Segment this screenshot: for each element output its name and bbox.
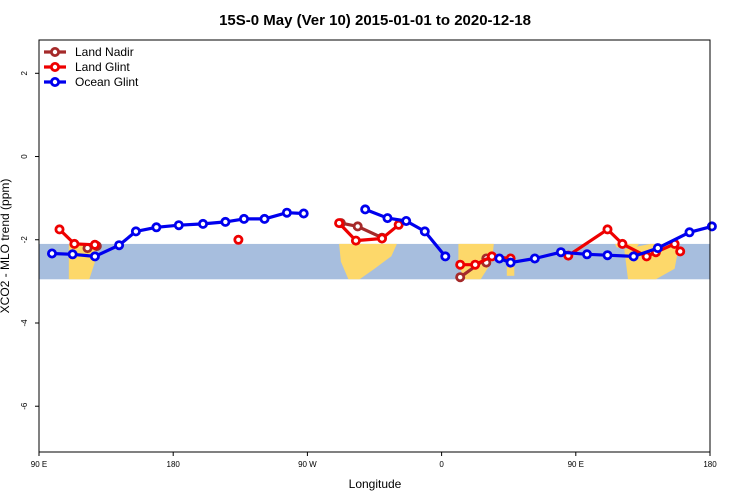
y-axis-label: XCO2 - MLO trend (ppm): [0, 179, 12, 314]
data-point: [334, 218, 345, 229]
data-point: [281, 207, 292, 218]
legend-swatch-marker: [50, 77, 61, 88]
legend-label: Land Glint: [75, 60, 130, 74]
data-point: [54, 224, 65, 235]
data-point: [220, 216, 231, 227]
data-point: [360, 204, 371, 215]
data-point: [47, 248, 58, 259]
data-point: [617, 238, 628, 249]
data-point: [684, 227, 695, 238]
data-point: [652, 243, 663, 254]
legend-swatch-marker: [50, 47, 61, 58]
data-point: [582, 249, 593, 260]
data-point: [628, 251, 639, 262]
legend-item: Land Glint: [44, 60, 130, 74]
x-tick-label: 180: [703, 460, 717, 469]
data-point: [505, 257, 516, 268]
legend-swatch-marker: [50, 62, 61, 73]
data-point: [382, 213, 393, 224]
data-point: [89, 239, 100, 250]
y-tick-label: -4: [20, 319, 29, 327]
legend-label: Land Nadir: [75, 45, 134, 59]
data-point: [675, 246, 686, 257]
data-point: [89, 251, 100, 262]
data-point: [602, 250, 613, 261]
data-point: [602, 224, 613, 235]
x-axis-label: Longitude: [349, 477, 402, 491]
series-layer: [47, 204, 717, 283]
data-point: [352, 221, 363, 232]
data-point: [706, 221, 717, 232]
data-point: [151, 222, 162, 233]
series-ocean-glint: [47, 204, 717, 268]
data-point: [238, 213, 249, 224]
data-point: [376, 233, 387, 244]
chart-title: 15S-0 May (Ver 10) 2015-01-01 to 2020-12…: [219, 12, 531, 29]
data-point: [114, 240, 125, 251]
land-south-america: [339, 243, 397, 280]
data-point: [130, 226, 141, 237]
y-tick-label: -2: [20, 236, 29, 244]
series-line: [337, 221, 400, 243]
data-point: [419, 226, 430, 237]
data-point: [197, 218, 208, 229]
data-point: [233, 234, 244, 245]
data-point: [69, 238, 80, 249]
data-point: [259, 213, 270, 224]
y-tick-label: 0: [20, 154, 29, 159]
band-layer: [39, 243, 710, 280]
data-point: [455, 259, 466, 270]
x-axis: 90 E 180 90 W 0 90 E 180: [31, 452, 717, 469]
data-point: [455, 272, 466, 283]
x-tick-label: 90 W: [298, 460, 317, 469]
x-tick-label: 180: [167, 460, 181, 469]
series-land-glint: [54, 218, 686, 270]
data-point: [173, 220, 184, 231]
data-point: [494, 253, 505, 264]
data-point: [393, 219, 404, 230]
x-tick-label: 90 E: [31, 460, 47, 469]
y-axis: 2 0 -2 -4 -6: [20, 71, 39, 410]
plot-frame: [38, 39, 711, 453]
legend-item: Land Nadir: [44, 45, 134, 59]
y-tick-label: 2: [20, 71, 29, 76]
data-point: [470, 259, 481, 270]
data-point: [67, 249, 78, 260]
legend-label: Ocean Glint: [75, 75, 139, 89]
series-line: [498, 224, 713, 265]
data-point: [401, 215, 412, 226]
data-point: [298, 208, 309, 219]
data-point: [440, 251, 451, 262]
data-point: [555, 247, 566, 258]
x-tick-label: 90 E: [568, 460, 584, 469]
y-tick-label: -6: [20, 402, 29, 410]
x-tick-label: 0: [439, 460, 444, 469]
legend-item: Ocean Glint: [44, 75, 139, 89]
data-point: [350, 235, 361, 246]
data-point: [529, 253, 540, 264]
